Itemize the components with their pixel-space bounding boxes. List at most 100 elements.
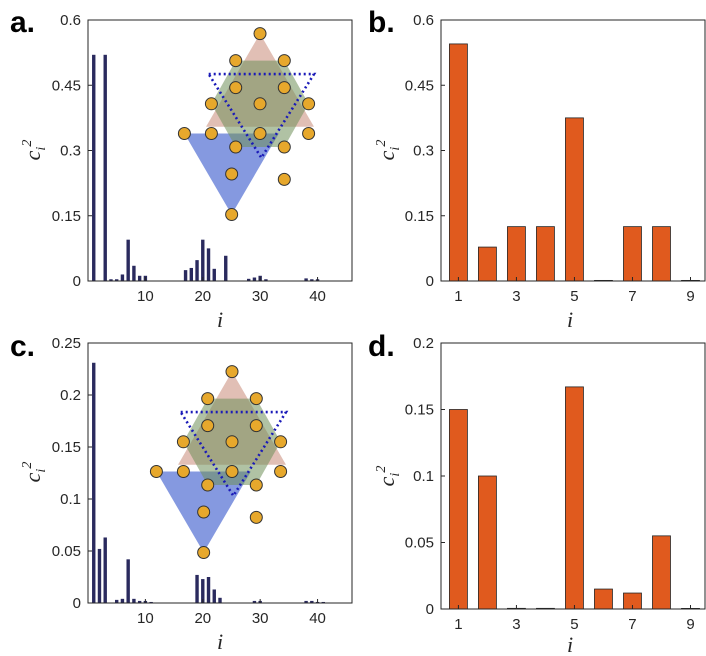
panel-a-x-ticks: 10 20 30 40: [137, 277, 326, 305]
panel-d-ytick-label: 0.1: [413, 468, 434, 485]
panel-c-ytick-label: 0.15: [52, 439, 81, 456]
inset-lattice-site: [204, 127, 218, 140]
svg-text:ci2: ci2: [374, 466, 403, 487]
panel-b-ylabel-sup: 2: [374, 140, 389, 147]
panel-b-ytick-label: 0: [426, 273, 434, 290]
panel-b-bar-7: [623, 226, 642, 282]
panel-c-bar-39: [310, 600, 314, 603]
panel-b-label: b.: [368, 6, 395, 39]
panel-a-bar-7: [126, 239, 130, 281]
panel-c-bar-8: [132, 598, 136, 603]
panel-a-ytick-label: 0.6: [60, 12, 81, 29]
inset-lattice-site: [201, 392, 215, 406]
inset-lattice-site: [225, 365, 239, 379]
panel-c-ytick-label: 0.2: [60, 387, 81, 404]
svg-text:ci2: ci2: [20, 140, 49, 161]
inset-lattice-site: [249, 392, 263, 406]
inset-lattice-site: [249, 419, 263, 433]
panel-a-bar-24: [224, 255, 228, 281]
panel-c-xtick-label: 20: [194, 610, 211, 627]
panel-a-xlabel: i: [217, 307, 223, 332]
panel-b-ytick-label: 0.45: [405, 77, 434, 94]
panel-c-xlabel: i: [217, 629, 223, 654]
panel-b-ytick-label: 0.6: [413, 12, 434, 29]
panel-b-ylabel-sub: i: [388, 147, 403, 151]
panel-c-ylabel: ci2: [20, 462, 49, 483]
panel-c-ytick-label: 0: [73, 595, 81, 612]
inset-lattice-site: [253, 97, 267, 111]
inset-lattice-site: [277, 140, 291, 154]
panel-a-ytick-label: 0.15: [52, 208, 81, 225]
panel-d-ylabel-sup: 2: [374, 466, 389, 473]
panel-a-ylabel-sup: 2: [20, 140, 35, 147]
inset-lattice-site: [277, 81, 291, 95]
panel-a-ytick-label: 0: [73, 273, 81, 290]
inset-lattice-site: [201, 478, 215, 492]
panel-b-ytick-label: 0.15: [405, 208, 434, 225]
panel-c-bar-22: [212, 589, 216, 603]
panel-a-ylabel-sub: i: [34, 147, 49, 151]
inset-lattice-site: [229, 81, 243, 95]
panel-c-bar-21: [206, 577, 211, 603]
inset-lattice-site: [225, 465, 239, 478]
panel-c-bars: [92, 362, 326, 603]
panel-a-bar-21: [206, 248, 211, 281]
panel-a-y-ticks: 0 0.15 0.3 0.45 0.6: [52, 12, 92, 290]
panel-a-label: a.: [10, 6, 35, 39]
panel-d-x-ticks: 1 3 5 7 9: [454, 605, 695, 633]
panel-a-bars: [92, 54, 320, 281]
inset-lattice-site: [177, 127, 191, 140]
panel-c-xtick-label: 40: [309, 610, 326, 627]
panel-b-bar-5: [565, 117, 584, 282]
panel-c-bar-41: [321, 601, 326, 603]
panel-a-bar-1: [92, 54, 96, 281]
panel-c-x-ticks: 10 20 30 40: [137, 599, 326, 627]
inset-lattice-site: [197, 546, 211, 559]
panel-a-xtick-label: 20: [194, 288, 211, 305]
inset-lattice-site: [149, 465, 163, 478]
inset-lattice-site: [229, 54, 243, 68]
panel-c-lattice-inset: [149, 365, 289, 559]
panel-d-xtick-label: 5: [570, 616, 578, 633]
panel-d-xtick-label: 7: [628, 616, 636, 633]
panel-a-bar-28: [246, 278, 251, 281]
panel-d-ytick-label: 0: [426, 601, 434, 618]
inset-lattice-site: [274, 465, 288, 478]
panel-d-ytick-label: 0.05: [405, 535, 434, 552]
inset-lattice-site: [225, 167, 239, 181]
panel-d-xtick-label: 3: [512, 616, 520, 633]
panel-d-ytick-label: 0.2: [413, 335, 434, 352]
panel-b-bar-8: [652, 226, 671, 282]
inset-lattice-site: [249, 478, 263, 492]
panel-a-bar-31: [264, 279, 268, 281]
panel-d-xlabel: i: [567, 632, 573, 656]
panel-b-xtick-label: 5: [570, 288, 578, 305]
panel-c-ytick-label: 0.05: [52, 543, 81, 560]
inset-lattice-site: [229, 140, 243, 154]
panel-b-bar-2: [478, 246, 497, 282]
panel-c-bar-11: [149, 601, 153, 603]
inset-lattice-site: [274, 435, 288, 449]
panel-a-bar-6: [120, 274, 125, 281]
panel-d-bar-8: [652, 535, 671, 610]
panel-d-bar-6: [594, 588, 613, 610]
panel-d-xtick-label: 1: [454, 616, 462, 633]
panel-a-bar-4: [109, 279, 113, 281]
panel-a-xtick-label: 10: [137, 288, 154, 305]
svg-text:ci2: ci2: [374, 140, 403, 161]
inset-lattice-site: [176, 435, 190, 449]
panel-b-xtick-label: 7: [628, 288, 636, 305]
panel-c-label: c.: [10, 330, 35, 363]
panel-d-bars: [449, 386, 700, 610]
inset-lattice-site: [201, 419, 215, 433]
panel-a-bar-9: [137, 275, 142, 281]
panel-d-ylabel: ci2: [374, 466, 403, 487]
panel-b-xlabel: i: [567, 307, 573, 332]
panel-a-bar-5: [114, 279, 119, 281]
panel-a-bar-3: [103, 54, 107, 281]
panel-d-y-ticks: 0 0.05 0.1 0.15 0.2: [405, 335, 445, 618]
panel-a-ylabel-main: c: [20, 150, 45, 160]
